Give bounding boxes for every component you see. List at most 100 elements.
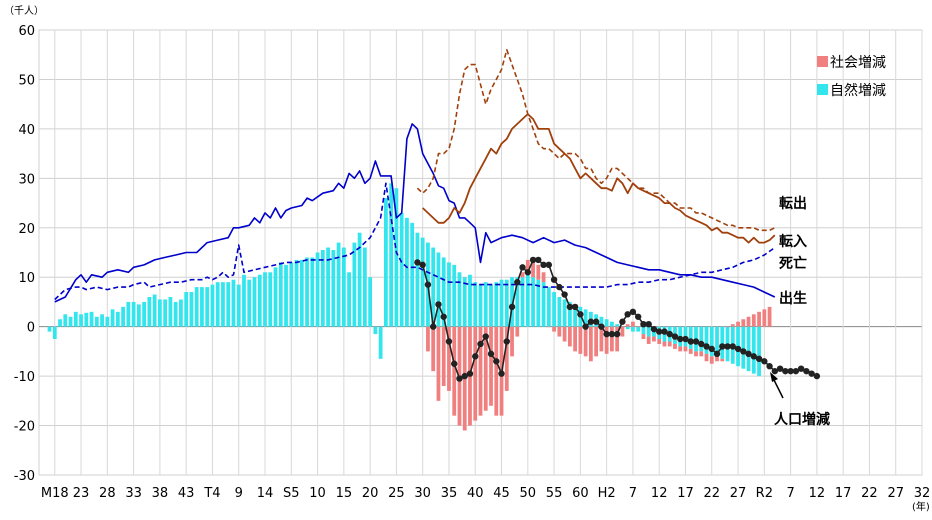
legend: 社会増減 自然増減 (817, 54, 886, 99)
social-increase-bar (478, 326, 483, 416)
natural-increase-bar (478, 284, 483, 327)
natural-increase-bar (515, 277, 520, 327)
population-change-point (682, 335, 689, 343)
natural-increase-bar (504, 279, 509, 327)
population-change-point (624, 311, 631, 318)
population-change-point (482, 333, 489, 340)
social-increase-bar (436, 326, 441, 401)
natural-increase-bar (121, 306, 125, 327)
legend-label-social: 社会増減 (830, 54, 886, 71)
social-increase-bar (562, 326, 567, 342)
population-change-point (766, 363, 773, 370)
legend-label-natural: 自然増減 (830, 82, 886, 99)
population-change-point (813, 372, 821, 380)
natural-increase-bar (415, 232, 420, 327)
y-tick-label: 0 (27, 321, 35, 336)
population-change-point (724, 343, 731, 350)
move-out-line (416, 49, 776, 232)
social-increase-bar (578, 326, 583, 354)
social-increase-bar (515, 326, 520, 337)
population-change-point (608, 330, 616, 338)
population-change-point (703, 343, 710, 350)
social-increase-bar (720, 358, 725, 362)
natural-increase-bar (357, 232, 362, 327)
natural-increase-bar (68, 316, 73, 327)
y-tick-label: 10 (18, 271, 35, 286)
population-change-point (466, 370, 474, 377)
population-change-point (519, 264, 526, 271)
social-increase-bar (715, 356, 719, 362)
x-tick-label: 22 (703, 486, 720, 501)
population-change-point (524, 269, 532, 276)
natural-increase-bar (483, 282, 488, 327)
social-increase-bar (673, 343, 677, 349)
population-change-point (461, 372, 468, 380)
social-increase-bar (652, 336, 656, 342)
x-tick-label: 12 (651, 486, 668, 501)
population-change-point (666, 330, 673, 338)
natural-increase-bar (347, 272, 351, 327)
social-increase-bar (531, 259, 535, 278)
natural-increase-bar (641, 326, 646, 335)
y-tick-label: -30 (14, 469, 35, 484)
natural-increase-bar (720, 326, 725, 359)
natural-increase-bar (315, 252, 320, 327)
social-increase-bar (636, 326, 641, 328)
social-increase-bar (741, 319, 746, 327)
social-increase-bar (552, 326, 556, 332)
x-tick-label: T4 (203, 486, 220, 501)
x-tick-label: 28 (99, 486, 116, 501)
population-change-point (535, 256, 542, 264)
label-birth: 出生 (779, 290, 807, 307)
social-increase-bar (625, 324, 630, 327)
population-change-point (656, 328, 663, 335)
social-increase-bar (757, 311, 761, 327)
natural-increase-bar (305, 257, 309, 327)
natural-increase-bar (399, 212, 404, 327)
natural-increase-bar (247, 279, 252, 327)
population-change-point (561, 291, 568, 298)
natural-increase-bar (231, 279, 236, 327)
population-change-point (629, 308, 637, 316)
natural-increase-bar (452, 264, 457, 327)
population-change-point (687, 338, 694, 345)
population-change-point (808, 370, 815, 377)
natural-increase-bar (562, 299, 567, 327)
natural-increase-bar (546, 287, 551, 327)
social-increase-bar (688, 348, 693, 354)
natural-increase-bar (163, 299, 168, 327)
natural-increase-bar (63, 314, 68, 327)
population-change-point (803, 367, 810, 375)
population-change-point (472, 353, 479, 360)
natural-increase-bar (625, 326, 630, 330)
natural-increase-bar (278, 262, 283, 327)
social-increase-bar (615, 326, 620, 352)
natural-increase-bar (751, 326, 756, 374)
natural-increase-bar (299, 259, 304, 327)
natural-increase-bar (615, 324, 620, 327)
natural-increase-bar (599, 316, 604, 327)
population-change-point (429, 323, 437, 330)
population-change-point (755, 355, 763, 363)
population-change-point (740, 348, 747, 355)
natural-increase-bar (699, 326, 704, 352)
natural-increase-bar (436, 252, 441, 327)
social-increase-bar (483, 326, 488, 411)
population-change-point (671, 333, 679, 340)
x-tick-label: S5 (283, 486, 300, 501)
x-unit-label: (年) (912, 500, 930, 513)
natural-increase-bar (583, 309, 588, 327)
y-axis-ticks: 60 50 40 30 20 10 0 -10 -20 -30 (14, 24, 35, 484)
population-change-point (761, 358, 768, 365)
natural-increase-bar (105, 316, 110, 327)
label-death: 死亡 (778, 255, 807, 272)
population-change-point (734, 345, 742, 353)
social-increase-bar (751, 314, 756, 327)
social-increase-bar (447, 326, 451, 391)
x-tick-label: 35 (441, 486, 458, 501)
population-change-point (498, 370, 505, 377)
natural-increase-bar (100, 314, 104, 327)
population-change-point (508, 303, 516, 311)
population-change-point (582, 323, 589, 330)
population-change-point (729, 343, 736, 350)
